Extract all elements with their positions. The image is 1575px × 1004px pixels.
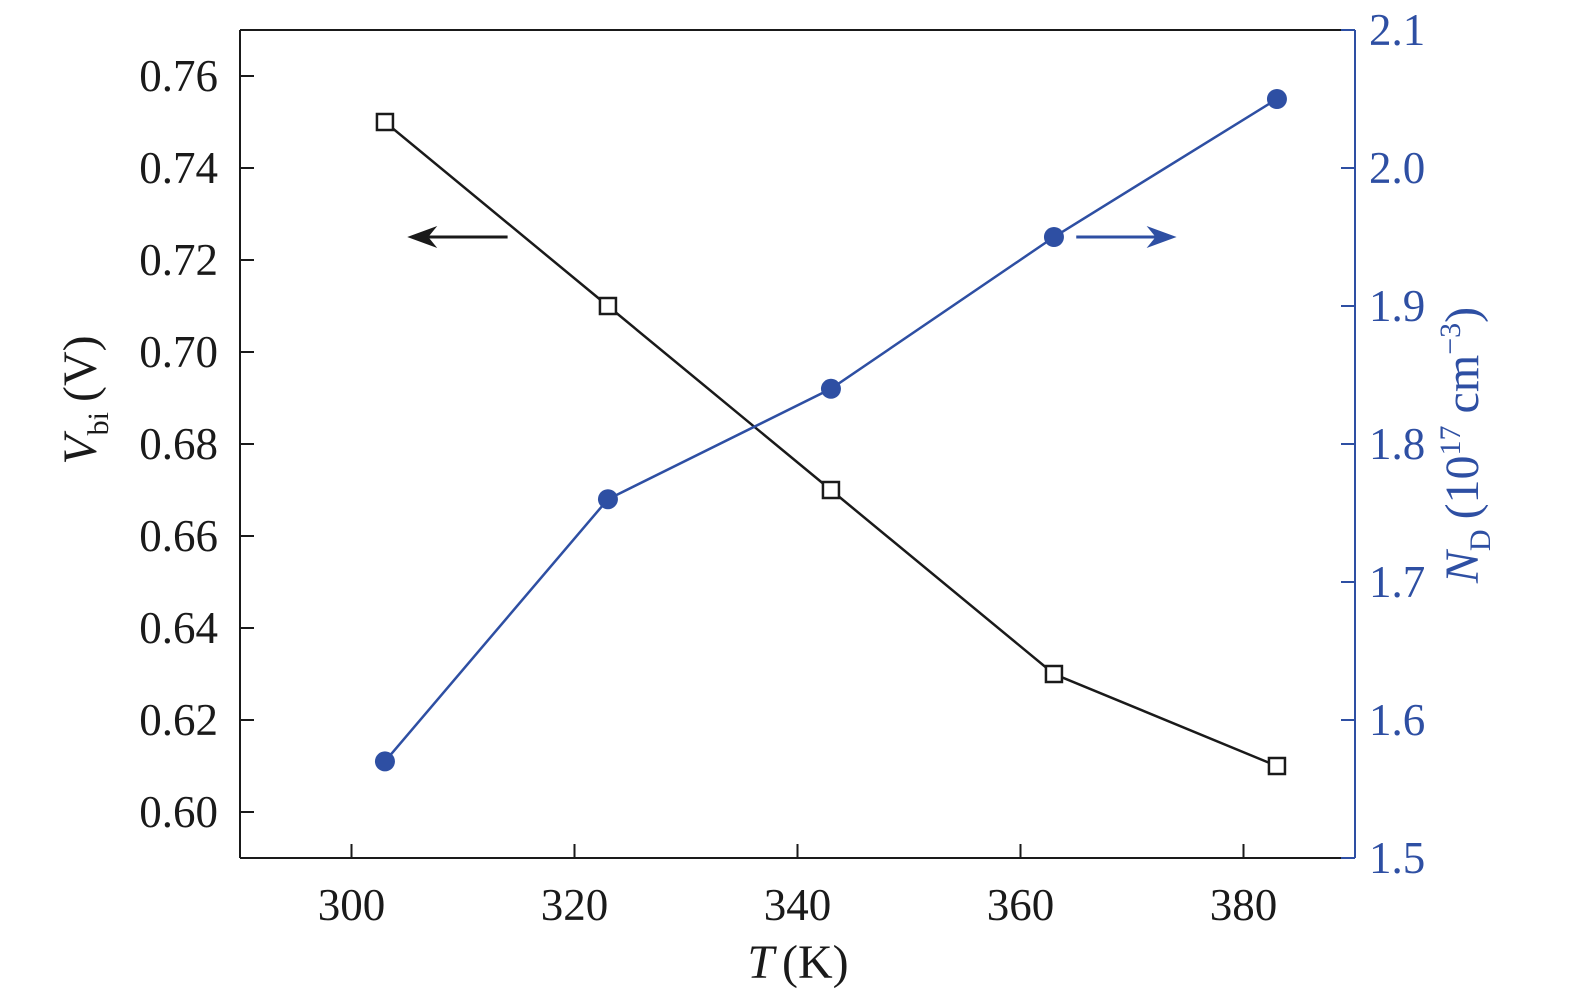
- data-point-square: [375, 112, 395, 132]
- y-left-tick-label: 0.76: [139, 51, 218, 101]
- arrow-head-right: [1146, 226, 1177, 248]
- data-point-circle: [820, 378, 841, 399]
- y-left-tick-label: 0.64: [139, 603, 218, 653]
- data-point-square: [1267, 756, 1287, 776]
- y-right-tick-label: 2.0: [1369, 143, 1425, 193]
- y-right-axis-symbol: N: [1436, 548, 1489, 584]
- y-right-axis-unit-close: ): [1436, 307, 1489, 323]
- ticks: 300 320 340 360 380 0.60 0.62 0.64 0.66 0.68 0.70 0…: [139, 5, 1425, 930]
- x-tick-label: 380: [1210, 880, 1278, 930]
- y-right-tick-label: 2.1: [1369, 5, 1425, 55]
- data-point-square: [1044, 664, 1064, 684]
- series-markers: [374, 89, 1287, 776]
- y-right-tick-label: 1.7: [1369, 557, 1425, 607]
- data-point-square: [821, 480, 841, 500]
- x-axis-symbol: T: [747, 936, 777, 989]
- y-right-axis-unit-open: (10: [1436, 455, 1489, 519]
- y-right-axis-unit-exponent: −3: [1434, 323, 1467, 355]
- y-right-axis-subscript: D: [1464, 529, 1497, 551]
- x-tick-label: 360: [987, 880, 1055, 930]
- y-right-tick-label: 1.8: [1369, 419, 1425, 469]
- y-left-axis-title: Vbi (V): [54, 335, 115, 464]
- x-tick-label: 300: [318, 880, 386, 930]
- y-left-axis-symbol: V: [54, 431, 107, 465]
- y-left-tick-label: 0.66: [139, 511, 218, 561]
- x-tick-label: 320: [541, 880, 609, 930]
- data-point-circle: [374, 751, 395, 772]
- series-line-2: [383, 97, 1278, 763]
- series-line-1: [384, 121, 1278, 768]
- series-lines: [383, 97, 1278, 768]
- data-point-circle: [1043, 227, 1064, 247]
- x-axis-unit: (K): [782, 936, 849, 989]
- y-right-tick-label: 1.5: [1369, 833, 1425, 883]
- y-left-tick-label: 0.68: [139, 419, 218, 469]
- y-left-axis-subscript: bi: [82, 412, 115, 435]
- y-left-axis-unit: (V): [54, 335, 107, 402]
- data-point-circle: [597, 489, 618, 510]
- y-left-tick-label: 0.62: [139, 695, 218, 745]
- y-right-axis-exponent: 17: [1434, 425, 1467, 455]
- x-axis-title: T (K): [747, 936, 848, 989]
- y-right-tick-label: 1.6: [1369, 695, 1425, 745]
- y-left-tick-label: 0.72: [139, 235, 218, 285]
- y-right-axis-title: ND (1017 cm−3): [1434, 307, 1497, 584]
- arrow-head-left: [407, 226, 438, 248]
- y-right-axis-unit-mid: cm: [1436, 355, 1489, 426]
- y-left-tick-label: 0.74: [139, 143, 218, 193]
- data-point-square: [598, 296, 618, 316]
- x-tick-label: 340: [764, 880, 832, 930]
- annotations: [407, 226, 1177, 248]
- y-right-tick-label: 1.9: [1369, 281, 1425, 331]
- y-left-tick-label: 0.60: [139, 787, 218, 837]
- data-point-circle: [1266, 89, 1287, 109]
- y-left-tick-label: 0.70: [139, 327, 218, 377]
